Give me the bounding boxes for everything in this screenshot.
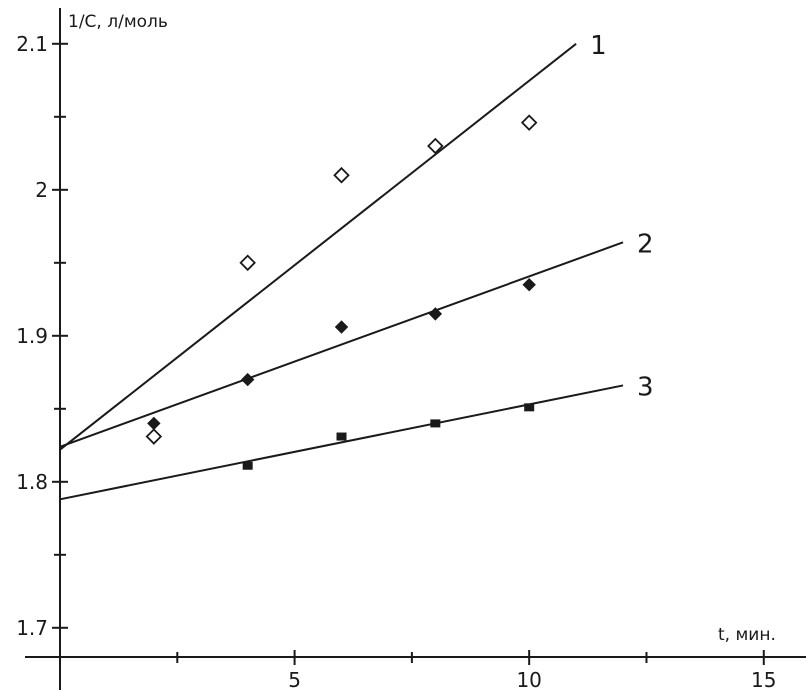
y-tick-label: 1.9: [16, 324, 48, 348]
x-tick-label: 5: [288, 668, 301, 690]
series-label-1: 1: [590, 31, 607, 61]
point-series-1: [333, 166, 350, 184]
fit-line-series-2: [59, 241, 624, 448]
series-label-2: 2: [637, 229, 654, 259]
axes: 5 10 15 1.7 1.8 1.9 2 2.1: [16, 8, 806, 690]
point-series-2: [522, 277, 536, 292]
y-axis-title: 1/C, л/моль: [68, 12, 168, 32]
series-label-3: 3: [637, 372, 654, 402]
y-tick-label: 1.8: [16, 470, 48, 494]
data-markers: [145, 114, 538, 470]
x-axis-title: t, мин.: [718, 625, 776, 645]
fit-line-series-3: [59, 384, 624, 501]
point-series-1: [239, 254, 256, 272]
point-series-3: [242, 461, 253, 470]
y-tick-label: 2.1: [16, 32, 48, 56]
fit-line-series-1: [59, 43, 577, 451]
point-series-2: [147, 416, 161, 431]
point-series-2: [334, 320, 349, 334]
labels: 1/C, л/моль t, мин. 1 2 3: [68, 12, 776, 645]
point-series-1: [520, 114, 538, 131]
point-series-3: [524, 403, 535, 412]
point-series-2: [428, 307, 443, 321]
y-tick-label: 1.7: [16, 616, 48, 640]
point-series-3: [430, 419, 441, 428]
x-tick-label: 10: [516, 668, 541, 690]
y-tick-label: 2: [35, 178, 48, 202]
point-series-2: [240, 372, 255, 387]
point-series-1: [427, 137, 444, 155]
point-series-3: [336, 432, 347, 441]
fit-lines: [59, 43, 624, 501]
point-series-1: [145, 428, 163, 445]
x-tick-label: 15: [751, 668, 776, 690]
